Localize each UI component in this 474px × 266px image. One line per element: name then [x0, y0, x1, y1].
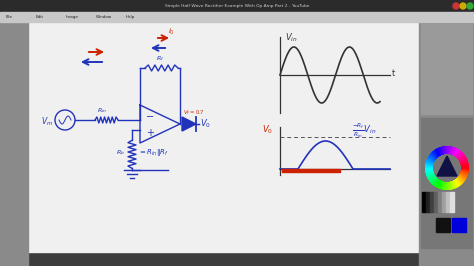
Bar [438, 192, 442, 212]
Circle shape [453, 3, 459, 9]
Text: t: t [392, 69, 395, 78]
Polygon shape [437, 156, 457, 176]
Bar [419, 22, 474, 266]
Text: $R_{in}$: $R_{in}$ [97, 106, 107, 115]
Bar [450, 192, 454, 212]
Text: Simple Half Wave Rectifier Example With Op Amp Part 2 - YouTube: Simple Half Wave Rectifier Example With … [165, 4, 309, 8]
Text: $V_0$: $V_0$ [200, 118, 211, 130]
Text: Window: Window [96, 15, 112, 19]
Bar [422, 192, 426, 212]
Bar [426, 192, 430, 212]
Text: File: File [6, 15, 13, 19]
Text: Image: Image [66, 15, 79, 19]
Polygon shape [182, 117, 196, 131]
Bar [0, 22, 28, 266]
Text: $V_0$: $V_0$ [262, 124, 273, 136]
Text: +: + [146, 128, 154, 138]
Bar [452, 218, 466, 232]
Bar [421, 24, 472, 114]
Bar [0, 12, 474, 22]
Text: $\frac{-R_f}{R_{in}} V_{in}$: $\frac{-R_f}{R_{in}} V_{in}$ [352, 122, 376, 140]
Bar [421, 118, 472, 248]
Bar [28, 22, 419, 252]
Text: $V_F{=}0.7$: $V_F{=}0.7$ [183, 108, 205, 117]
Text: Edit: Edit [36, 15, 44, 19]
Circle shape [467, 3, 473, 9]
Text: $i_0$: $i_0$ [168, 27, 175, 37]
Text: $V_m$: $V_m$ [41, 116, 53, 128]
Circle shape [460, 3, 466, 9]
Bar [434, 192, 438, 212]
Bar [442, 192, 446, 212]
Bar [430, 192, 434, 212]
Bar [0, 0, 474, 12]
Text: $R_f$: $R_f$ [156, 54, 164, 63]
Text: $= R_{in} \| R_f$: $= R_{in} \| R_f$ [138, 147, 169, 158]
Text: Help: Help [126, 15, 135, 19]
Text: $R_b$: $R_b$ [116, 148, 125, 157]
Bar [436, 218, 450, 232]
Text: $V_{in}$: $V_{in}$ [285, 31, 298, 44]
Text: −: − [146, 112, 154, 122]
Bar [446, 192, 450, 212]
